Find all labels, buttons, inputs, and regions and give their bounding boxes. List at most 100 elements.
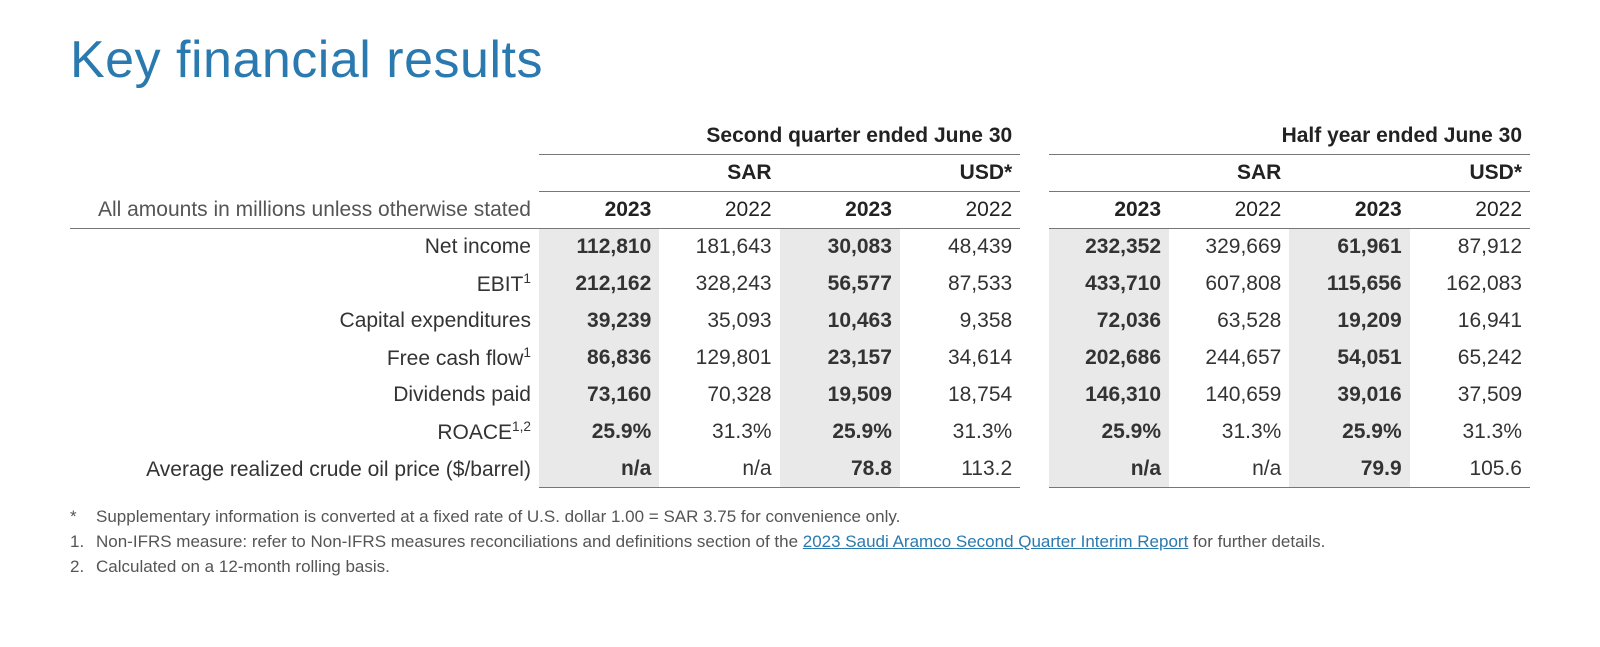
cell: 212,162 xyxy=(539,265,659,303)
footnote-text: Non-IFRS measure: refer to Non-IFRS meas… xyxy=(96,531,1325,554)
cell: 105.6 xyxy=(1410,451,1530,488)
currency-header-usd: USD* xyxy=(780,155,1021,192)
year-header-2022: 2022 xyxy=(1410,192,1530,229)
cell: n/a xyxy=(659,451,779,488)
table-row: Free cash flow186,836129,80123,15734,614… xyxy=(70,339,1530,377)
cell: 328,243 xyxy=(659,265,779,303)
row-label: Net income xyxy=(70,229,539,265)
table-row: Net income112,810181,64330,08348,439 232,… xyxy=(70,229,1530,265)
table-body: Net income112,810181,64330,08348,439 232,… xyxy=(70,229,1530,488)
cell: 25.9% xyxy=(1289,413,1409,451)
footnote-1: 1. Non-IFRS measure: refer to Non-IFRS m… xyxy=(70,531,1530,554)
row-label: Capital expenditures xyxy=(70,303,539,339)
footnote-text: Supplementary information is converted a… xyxy=(96,506,900,529)
footnote-2: 2. Calculated on a 12-month rolling basi… xyxy=(70,556,1530,579)
row-label: Dividends paid xyxy=(70,377,539,413)
cell: 31.3% xyxy=(900,413,1020,451)
cell: 87,533 xyxy=(900,265,1020,303)
cell: 54,051 xyxy=(1289,339,1409,377)
table-row: ROACE1,225.9%31.3%25.9%31.3%25.9%31.3%25… xyxy=(70,413,1530,451)
cell: 31.3% xyxy=(1169,413,1289,451)
cell: 146,310 xyxy=(1049,377,1169,413)
cell: 70,328 xyxy=(659,377,779,413)
cell: 25.9% xyxy=(780,413,900,451)
cell: n/a xyxy=(539,451,659,488)
cell: 25.9% xyxy=(539,413,659,451)
cell: 73,160 xyxy=(539,377,659,413)
cell: 31.3% xyxy=(1410,413,1530,451)
cell: 162,083 xyxy=(1410,265,1530,303)
table-row: Capital expenditures39,23935,09310,4639,… xyxy=(70,303,1530,339)
table-row: Average realized crude oil price ($/barr… xyxy=(70,451,1530,488)
cell: 202,686 xyxy=(1049,339,1169,377)
financial-table: Second quarter ended June 30 Half year e… xyxy=(70,118,1530,488)
cell: 129,801 xyxy=(659,339,779,377)
row-label: EBIT1 xyxy=(70,265,539,303)
page: Key financial results Second quarter end… xyxy=(0,0,1600,611)
cell: 433,710 xyxy=(1049,265,1169,303)
cell: 140,659 xyxy=(1169,377,1289,413)
cell: 78.8 xyxy=(780,451,900,488)
cell: 232,352 xyxy=(1049,229,1169,265)
cell: 63,528 xyxy=(1169,303,1289,339)
footnotes: * Supplementary information is converted… xyxy=(70,506,1530,579)
footnote-marker: 2. xyxy=(70,556,96,579)
cell: 23,157 xyxy=(780,339,900,377)
cell: 65,242 xyxy=(1410,339,1530,377)
currency-header-sar: SAR xyxy=(1049,155,1290,192)
footnote-text: Calculated on a 12-month rolling basis. xyxy=(96,556,390,579)
table-row: Dividends paid73,16070,32819,50918,754 14… xyxy=(70,377,1530,413)
year-header-2022: 2022 xyxy=(1169,192,1289,229)
cell: 181,643 xyxy=(659,229,779,265)
currency-header-usd: USD* xyxy=(1289,155,1530,192)
year-header-2023: 2023 xyxy=(1289,192,1409,229)
cell: n/a xyxy=(1169,451,1289,488)
cell: 9,358 xyxy=(900,303,1020,339)
currency-header-sar: SAR xyxy=(539,155,780,192)
interim-report-link[interactable]: 2023 Saudi Aramco Second Quarter Interim… xyxy=(803,532,1189,551)
cell: 31.3% xyxy=(659,413,779,451)
year-header-2022: 2022 xyxy=(659,192,779,229)
cell: 607,808 xyxy=(1169,265,1289,303)
row-label: Free cash flow1 xyxy=(70,339,539,377)
year-header-2023: 2023 xyxy=(1049,192,1169,229)
footnote-marker: * xyxy=(70,506,96,529)
cell: 19,209 xyxy=(1289,303,1409,339)
year-header-2023: 2023 xyxy=(780,192,900,229)
units-caption: All amounts in millions unless otherwise… xyxy=(70,192,539,229)
page-title: Key financial results xyxy=(70,30,1530,90)
cell: 329,669 xyxy=(1169,229,1289,265)
year-header-2022: 2022 xyxy=(900,192,1020,229)
cell: 25.9% xyxy=(1049,413,1169,451)
period-header-q2: Second quarter ended June 30 xyxy=(539,118,1020,155)
table-row: EBIT1212,162328,24356,57787,533 433,71060… xyxy=(70,265,1530,303)
cell: 61,961 xyxy=(1289,229,1409,265)
footnote-marker: 1. xyxy=(70,531,96,554)
cell: 19,509 xyxy=(780,377,900,413)
cell: 113.2 xyxy=(900,451,1020,488)
cell: 39,239 xyxy=(539,303,659,339)
cell: 56,577 xyxy=(780,265,900,303)
cell: 115,656 xyxy=(1289,265,1409,303)
cell: 35,093 xyxy=(659,303,779,339)
cell: 39,016 xyxy=(1289,377,1409,413)
cell: 48,439 xyxy=(900,229,1020,265)
row-label: Average realized crude oil price ($/barr… xyxy=(70,451,539,488)
cell: 18,754 xyxy=(900,377,1020,413)
cell: 37,509 xyxy=(1410,377,1530,413)
row-label: ROACE1,2 xyxy=(70,413,539,451)
cell: 87,912 xyxy=(1410,229,1530,265)
cell: 244,657 xyxy=(1169,339,1289,377)
cell: 34,614 xyxy=(900,339,1020,377)
cell: 79.9 xyxy=(1289,451,1409,488)
year-header-2023: 2023 xyxy=(539,192,659,229)
cell: 112,810 xyxy=(539,229,659,265)
cell: 72,036 xyxy=(1049,303,1169,339)
footnote-star: * Supplementary information is converted… xyxy=(70,506,1530,529)
cell: n/a xyxy=(1049,451,1169,488)
period-header-hy: Half year ended June 30 xyxy=(1049,118,1530,155)
cell: 16,941 xyxy=(1410,303,1530,339)
cell: 86,836 xyxy=(539,339,659,377)
cell: 10,463 xyxy=(780,303,900,339)
cell: 30,083 xyxy=(780,229,900,265)
